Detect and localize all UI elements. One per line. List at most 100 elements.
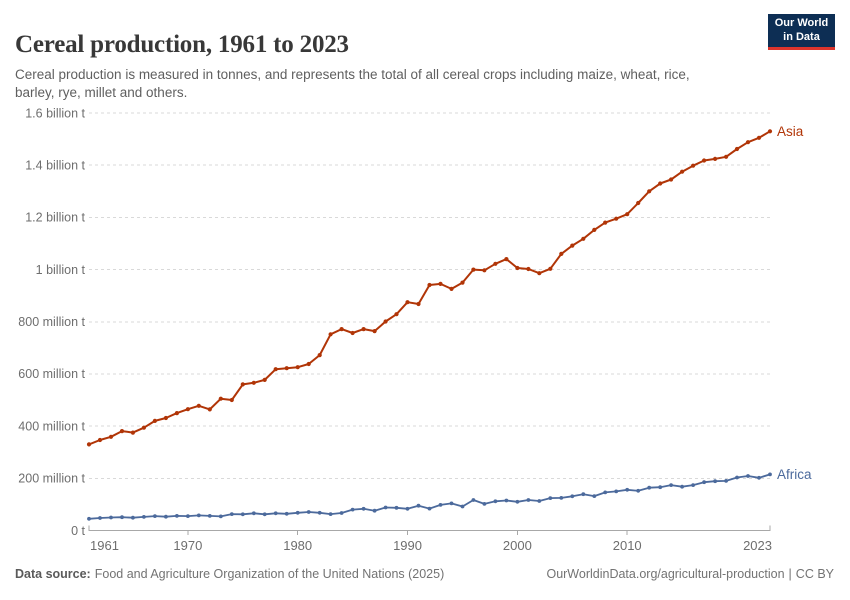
data-point[interactable] bbox=[339, 511, 344, 515]
data-point[interactable] bbox=[702, 158, 707, 163]
data-point[interactable] bbox=[603, 220, 608, 225]
data-point[interactable] bbox=[229, 397, 234, 403]
data-point[interactable] bbox=[636, 488, 641, 493]
data-point[interactable] bbox=[383, 319, 388, 324]
data-point[interactable] bbox=[460, 280, 465, 285]
data-point[interactable] bbox=[86, 442, 92, 447]
data-point[interactable] bbox=[449, 286, 454, 291]
data-point[interactable] bbox=[669, 177, 674, 182]
data-point[interactable] bbox=[581, 236, 586, 241]
data-point[interactable] bbox=[416, 301, 421, 307]
data-point[interactable] bbox=[724, 479, 728, 483]
data-point[interactable] bbox=[548, 496, 553, 500]
data-point[interactable] bbox=[361, 506, 366, 511]
data-point[interactable] bbox=[131, 515, 135, 520]
data-point[interactable] bbox=[175, 514, 179, 518]
data-point[interactable] bbox=[537, 271, 542, 276]
data-point[interactable] bbox=[97, 437, 103, 443]
data-point[interactable] bbox=[163, 415, 168, 421]
data-point[interactable] bbox=[284, 366, 289, 371]
data-point[interactable] bbox=[141, 425, 146, 430]
data-point[interactable] bbox=[735, 475, 739, 480]
data-point[interactable] bbox=[142, 515, 146, 519]
data-point[interactable] bbox=[153, 514, 157, 518]
data-point[interactable] bbox=[625, 212, 630, 217]
data-point[interactable] bbox=[164, 514, 168, 519]
data-point[interactable] bbox=[702, 480, 706, 485]
data-point[interactable] bbox=[383, 505, 388, 510]
data-point[interactable] bbox=[691, 483, 695, 487]
data-point[interactable] bbox=[262, 377, 267, 382]
owid-url-link[interactable]: OurWorldinData.org/agricultural-producti… bbox=[546, 567, 785, 581]
data-point[interactable] bbox=[394, 312, 399, 317]
data-point[interactable] bbox=[471, 267, 476, 272]
data-point[interactable] bbox=[207, 407, 212, 412]
data-point[interactable] bbox=[240, 512, 245, 517]
data-point[interactable] bbox=[251, 511, 256, 516]
data-point[interactable] bbox=[120, 515, 124, 520]
data-point[interactable] bbox=[767, 129, 773, 134]
data-point[interactable] bbox=[482, 502, 487, 506]
data-point[interactable] bbox=[186, 514, 190, 518]
data-point[interactable] bbox=[372, 508, 377, 513]
data-point[interactable] bbox=[647, 189, 652, 194]
data-point[interactable] bbox=[449, 501, 454, 506]
data-point[interactable] bbox=[570, 494, 575, 499]
data-point[interactable] bbox=[658, 181, 663, 186]
data-point[interactable] bbox=[295, 365, 300, 370]
data-point[interactable] bbox=[658, 485, 663, 490]
data-point[interactable] bbox=[185, 407, 190, 412]
data-point[interactable] bbox=[119, 429, 125, 434]
data-point[interactable] bbox=[570, 243, 575, 248]
data-point[interactable] bbox=[317, 510, 322, 515]
data-point[interactable] bbox=[427, 506, 432, 511]
data-point[interactable] bbox=[394, 505, 399, 510]
data-point[interactable] bbox=[438, 503, 443, 507]
data-point[interactable] bbox=[482, 268, 487, 273]
data-point[interactable] bbox=[108, 434, 114, 439]
data-point[interactable] bbox=[592, 494, 597, 498]
data-point[interactable] bbox=[350, 507, 355, 512]
data-point[interactable] bbox=[218, 514, 223, 519]
data-point[interactable] bbox=[757, 475, 761, 480]
data-point[interactable] bbox=[548, 266, 553, 271]
data-point[interactable] bbox=[515, 265, 520, 271]
data-point[interactable] bbox=[361, 327, 366, 332]
data-point[interactable] bbox=[515, 499, 520, 504]
data-point[interactable] bbox=[328, 332, 333, 337]
data-point[interactable] bbox=[592, 227, 597, 232]
data-point[interactable] bbox=[734, 146, 740, 152]
data-point[interactable] bbox=[713, 156, 718, 161]
data-point[interactable] bbox=[680, 169, 685, 174]
data-point[interactable] bbox=[87, 516, 91, 521]
data-point[interactable] bbox=[98, 516, 102, 520]
data-point[interactable] bbox=[493, 261, 498, 266]
data-point[interactable] bbox=[581, 492, 586, 497]
data-point[interactable] bbox=[691, 163, 696, 168]
data-point[interactable] bbox=[372, 329, 377, 334]
data-point[interactable] bbox=[416, 503, 421, 508]
data-point[interactable] bbox=[526, 498, 531, 502]
data-point[interactable] bbox=[130, 430, 135, 435]
data-point[interactable] bbox=[713, 479, 717, 484]
data-point[interactable] bbox=[438, 281, 443, 286]
data-point[interactable] bbox=[614, 216, 619, 221]
data-point[interactable] bbox=[174, 411, 179, 416]
data-point[interactable] bbox=[614, 489, 619, 494]
data-point[interactable] bbox=[625, 487, 630, 492]
data-point[interactable] bbox=[504, 257, 509, 262]
data-point[interactable] bbox=[427, 282, 432, 288]
data-point[interactable] bbox=[471, 498, 476, 502]
data-point[interactable] bbox=[680, 484, 684, 489]
data-point[interactable] bbox=[218, 396, 223, 401]
data-point[interactable] bbox=[350, 330, 355, 336]
data-point[interactable] bbox=[273, 511, 278, 516]
data-point[interactable] bbox=[196, 403, 201, 408]
data-point[interactable] bbox=[229, 512, 234, 516]
data-point[interactable] bbox=[328, 512, 333, 516]
data-point[interactable] bbox=[284, 511, 289, 516]
data-point[interactable] bbox=[504, 498, 509, 503]
data-point[interactable] bbox=[109, 515, 113, 520]
data-point[interactable] bbox=[460, 504, 465, 509]
